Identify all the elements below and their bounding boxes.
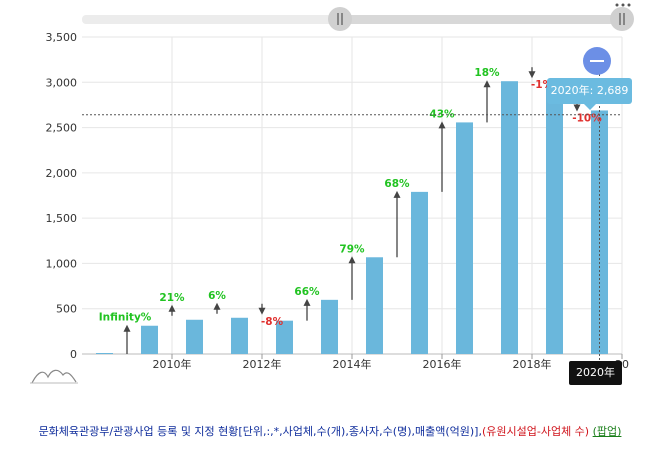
bar (186, 319, 203, 354)
x-tick-label: 2016年 (423, 357, 462, 371)
change-arrow-down (528, 71, 536, 79)
change-label: -10% (572, 112, 602, 124)
change-label: 21% (159, 292, 185, 304)
bar (591, 110, 608, 354)
x-tick-label: 2018年 (513, 357, 552, 371)
change-label: 18% (474, 67, 500, 79)
footer-extra: (유원시설업-사업체 수) (481, 425, 590, 438)
tooltip: 2020年: 2,689 (547, 78, 632, 104)
bar (141, 325, 158, 354)
y-tick-label: 500 (56, 303, 77, 316)
x-axis-tooltip: 2020年 (569, 361, 622, 385)
slider-track-selected (340, 15, 622, 24)
bar (321, 299, 338, 354)
y-tick-label: 3,500 (46, 31, 78, 44)
y-tick-label: 2,000 (46, 167, 78, 180)
change-arrow-up (393, 190, 401, 198)
change-arrow-down (573, 104, 581, 112)
bar (96, 353, 113, 354)
change-label: 68% (384, 178, 410, 190)
x-tick-label: 2010年 (153, 357, 192, 371)
change-arrow-down (258, 307, 266, 315)
x-axis: 2010年 2012年 2014年 2016年 2018年 20 (153, 354, 629, 371)
change-arrow-up (303, 298, 311, 306)
change-arrow-up (348, 256, 356, 264)
change-label: -8% (261, 316, 284, 328)
bar (231, 317, 248, 354)
change-label: 79% (339, 243, 365, 255)
slider-handle-left[interactable] (328, 7, 352, 31)
y-tick-label: 3,000 (46, 76, 78, 89)
bars (96, 81, 608, 355)
x-tick-label: 2014年 (333, 357, 372, 371)
change-arrow-up (438, 121, 446, 129)
bar (366, 257, 383, 354)
change-arrow-up (213, 302, 221, 310)
change-annotations: Infinity%21% 6%-8%66%79%68%43%18%-1%-10% (99, 67, 602, 354)
crosshair (82, 70, 622, 361)
change-arrow-up (168, 304, 176, 312)
zoom-out-button[interactable] (583, 47, 611, 75)
y-tick-label: 1,000 (46, 257, 78, 270)
change-label: 66% (294, 286, 320, 298)
popup-link[interactable]: (팝업) (592, 425, 622, 438)
bar (546, 84, 563, 355)
change-label: 6% (208, 290, 226, 302)
slider-track-left (82, 15, 340, 24)
range-slider[interactable] (82, 7, 634, 31)
y-tick-label: 0 (70, 348, 77, 361)
footer-source: 문화체육관광부/관광사업 등록 및 지정 현황[단위,:,*,사업체,수(개),… (38, 425, 482, 438)
footer: 문화체육관광부/관광사업 등록 및 지정 현황[단위,:,*,사업체,수(개),… (0, 423, 660, 439)
bar (456, 122, 473, 354)
tooltip-arrow (584, 104, 596, 110)
bar (411, 191, 428, 354)
bar (276, 320, 293, 354)
slider-handle-right[interactable] (610, 7, 634, 31)
x-tick-label: 2012年 (243, 357, 282, 371)
bar (501, 81, 518, 355)
y-axis: 0 500 1,000 1,500 2,000 2,500 3,000 3,500 (46, 31, 78, 361)
y-tick-label: 1,500 (46, 212, 78, 225)
change-arrow-up (483, 80, 491, 88)
navigator-icon[interactable] (30, 369, 78, 384)
y-tick-label: 2,500 (46, 122, 78, 135)
change-arrow-up (123, 324, 131, 332)
more-menu-icon[interactable] (615, 3, 631, 7)
change-label: Infinity% (99, 312, 152, 324)
